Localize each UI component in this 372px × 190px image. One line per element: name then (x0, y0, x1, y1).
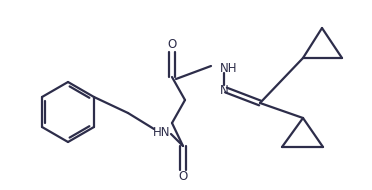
Text: NH: NH (220, 62, 237, 74)
Text: O: O (167, 39, 177, 51)
Text: N: N (220, 83, 229, 97)
Text: O: O (179, 170, 187, 184)
Text: HN: HN (153, 126, 171, 139)
